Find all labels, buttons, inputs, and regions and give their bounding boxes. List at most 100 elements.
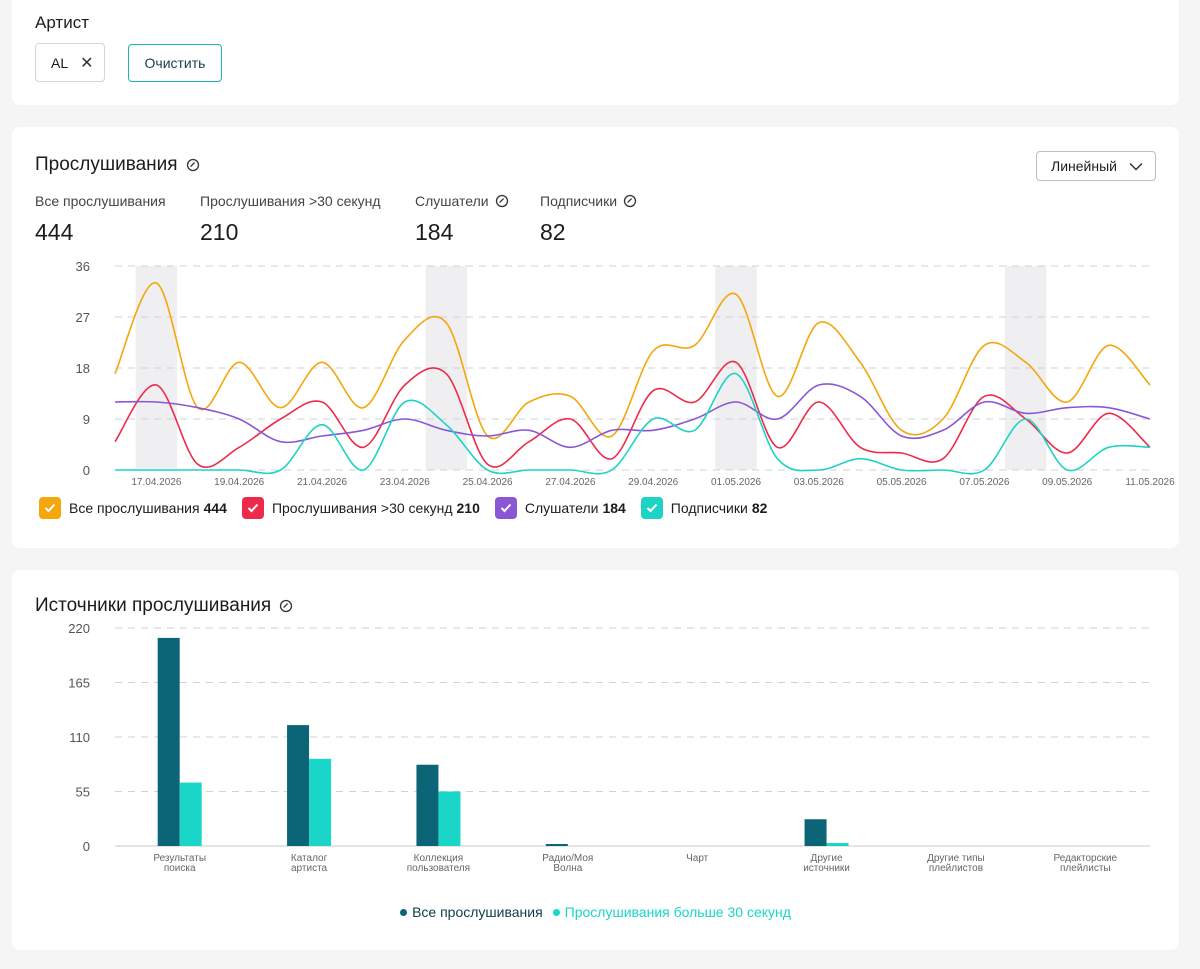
artist-chip-label: AL — [51, 54, 69, 71]
metric-label: Все прослушивания — [35, 193, 166, 209]
y-tick-label: 18 — [76, 361, 90, 376]
metric-label: Слушатели — [415, 193, 489, 209]
series-line — [114, 360, 1151, 468]
sources-title-row: Источники прослушивания — [35, 595, 293, 617]
x-tick-label: плейлистов — [929, 863, 983, 874]
info-icon[interactable] — [495, 194, 509, 208]
y-tick-label: 165 — [68, 676, 90, 691]
sources-legend: Все прослушивания Прослушивания больше 3… — [12, 904, 1179, 920]
bar — [287, 725, 310, 846]
sources-title: Источники прослушивания — [35, 595, 272, 616]
bar — [804, 819, 827, 846]
info-icon[interactable] — [623, 194, 637, 208]
metric-label: Подписчики — [540, 193, 618, 209]
x-tick-label: 11.05.2026 — [1125, 477, 1175, 488]
legend-item-listens-30s[interactable]: Прослушивания больше 30 секунд — [552, 904, 791, 920]
x-tick-label: 01.05.2026 — [711, 477, 761, 488]
y-tick-label: 9 — [83, 412, 90, 427]
x-tick-label: артиста — [291, 863, 328, 874]
bar — [545, 844, 568, 846]
legend-item-subscribers[interactable]: Подписчики 82 — [640, 497, 767, 519]
y-tick-label: 27 — [76, 310, 90, 325]
checkbox-icon[interactable] — [39, 497, 61, 519]
metric-value: 82 — [540, 219, 566, 245]
metric-value: 184 — [415, 219, 454, 245]
clear-button[interactable]: Очистить — [128, 44, 222, 82]
x-tick-label: 09.05.2026 — [1042, 477, 1092, 488]
legend-item-all-listens[interactable]: Все прослушивания 444 — [39, 497, 227, 519]
legend-item-all-listens[interactable]: Все прослушивания — [400, 904, 543, 920]
artist-filter-title: Артист — [35, 13, 89, 32]
legend-label: Подписчики — [670, 500, 748, 516]
x-tick-label: 17.04.2026 — [131, 477, 181, 488]
x-tick-label: источники — [803, 863, 850, 874]
series-line — [115, 372, 1151, 475]
x-tick-label: 03.05.2026 — [794, 477, 844, 488]
listens-card: Прослушивания Линейный Все прослушивания… — [12, 127, 1179, 548]
artist-chip[interactable]: AL ✕ — [35, 43, 105, 82]
bar — [309, 758, 332, 846]
bar — [179, 782, 202, 846]
legend-label: Все прослушивания — [412, 904, 543, 920]
series-line — [114, 383, 1151, 449]
legend-label: Прослушивания >30 секунд — [271, 500, 453, 516]
x-tick-label: Радио/Моя — [542, 853, 593, 864]
artist-filter-card: Артист AL ✕ Очистить — [12, 0, 1179, 105]
x-tick-label: 21.04.2026 — [297, 477, 347, 488]
legend-total: 444 — [203, 500, 227, 516]
x-tick-label: поиска — [164, 863, 196, 874]
legend-dot-icon — [552, 908, 560, 916]
metric-value: 444 — [35, 219, 74, 245]
legend-item-listeners[interactable]: Слушатели 184 — [494, 497, 626, 519]
info-icon[interactable] — [186, 158, 200, 172]
close-icon[interactable]: ✕ — [80, 54, 94, 72]
legend-label: Слушатели — [524, 500, 599, 516]
info-icon[interactable] — [279, 599, 293, 613]
metric-value: 210 — [200, 219, 239, 245]
checkbox-icon[interactable] — [494, 497, 517, 519]
x-tick-label: пользователя — [407, 863, 470, 874]
x-tick-label: 27.04.2026 — [545, 477, 595, 488]
legend-label: Все прослушивания — [69, 500, 200, 516]
y-tick-label: 0 — [83, 839, 90, 854]
x-tick-label: 29.04.2026 — [628, 477, 678, 488]
chart-mode-dropdown[interactable]: Линейный — [1036, 151, 1156, 181]
chevron-down-icon — [1129, 158, 1143, 174]
listens-title: Прослушивания — [35, 154, 178, 175]
x-tick-label: плейлисты — [1060, 863, 1111, 874]
bar — [438, 791, 461, 846]
x-tick-label: 05.05.2026 — [877, 477, 927, 488]
y-tick-label: 36 — [76, 259, 90, 274]
metric-listens-30s: Прослушивания >30 секунд 210 — [200, 193, 381, 246]
checkbox-icon[interactable] — [241, 497, 264, 519]
legend-item-listens-30s[interactable]: Прослушивания >30 секунд 210 — [241, 497, 480, 519]
listens-line-chart: 0 9 18 27 36 17.04.2026 19.04.2026 21.04.2026 23… — [76, 259, 1176, 488]
x-tick-label: Другие — [811, 853, 843, 864]
x-tick-label: Волна — [553, 863, 582, 874]
y-tick-label: 0 — [83, 463, 90, 478]
bar — [157, 637, 180, 846]
x-tick-label: Другие типы — [927, 853, 985, 864]
metric-listeners: Слушатели 184 — [415, 193, 509, 246]
metric-all-listens: Все прослушивания 444 — [35, 193, 166, 246]
listens-title-row: Прослушивания — [35, 154, 200, 176]
x-tick-label: Коллекция — [414, 853, 464, 864]
x-tick-label: Каталог — [291, 853, 328, 864]
x-tick-label: 25.04.2026 — [463, 477, 513, 488]
y-tick-label: 55 — [76, 785, 90, 800]
legend-total: 210 — [456, 500, 480, 516]
y-tick-label: 110 — [69, 730, 90, 745]
bar — [826, 843, 849, 846]
listens-legend: Все прослушивания 444 Прослушивания >30 с… — [39, 497, 782, 519]
x-tick-label: 23.04.2026 — [380, 477, 430, 488]
legend-total: 184 — [602, 500, 626, 516]
series-line — [114, 282, 1151, 440]
metric-label: Прослушивания >30 секунд — [200, 193, 381, 209]
chart-mode-label: Линейный — [1051, 158, 1117, 174]
checkbox-icon[interactable] — [640, 497, 663, 519]
metric-subscribers: Подписчики 82 — [540, 193, 637, 246]
y-tick-label: 220 — [68, 622, 90, 636]
x-tick-label: Результаты — [153, 853, 206, 864]
x-tick-label: 07.05.2026 — [959, 477, 1009, 488]
